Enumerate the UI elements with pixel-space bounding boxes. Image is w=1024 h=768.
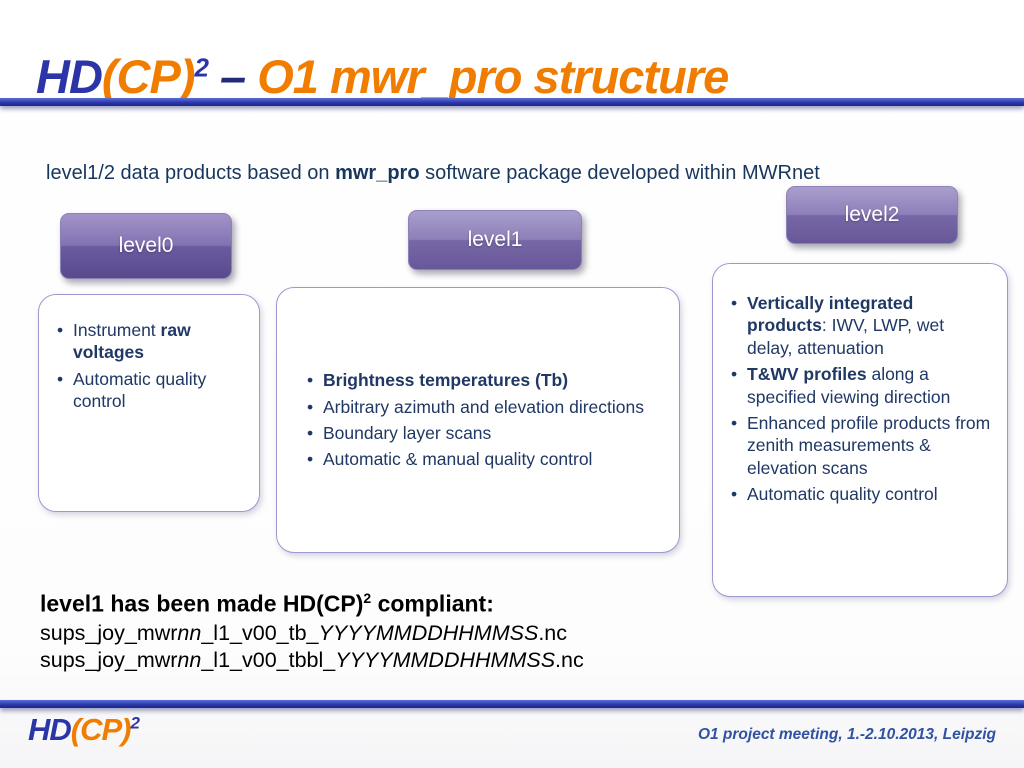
filename-italic: YYYYMMDDHHMMSS bbox=[335, 647, 556, 672]
title-dash: – bbox=[207, 50, 258, 104]
bullet-text: Instrument bbox=[73, 320, 161, 340]
level0-header: level0 bbox=[60, 213, 232, 279]
bullet-text: along a specified viewing direction bbox=[747, 364, 951, 407]
footer-divider bbox=[0, 700, 1024, 708]
level0-bullet-list: Instrument raw voltages Automatic qualit… bbox=[53, 315, 245, 417]
level2-bullet-list: Vertically integrated products: IWV, LWP… bbox=[727, 288, 993, 510]
compliance-heading-post: compliant: bbox=[371, 590, 494, 617]
compliance-superscript: 2 bbox=[363, 590, 372, 606]
bullet-text: : IWV, LWP, wet delay, attenuation bbox=[747, 315, 945, 358]
filename-italic: nn bbox=[177, 620, 202, 645]
level2-content-box: Vertically integrated products: IWV, LWP… bbox=[712, 263, 1008, 597]
page-title: HD(CP)2 – O1 mwr_pro structure bbox=[36, 49, 729, 104]
subtitle-bold: mwr_pro bbox=[335, 162, 420, 184]
bullet-text: Boundary layer scans bbox=[323, 423, 492, 443]
list-item: Enhanced profile products from zenith me… bbox=[727, 412, 993, 479]
filename-italic: nn bbox=[177, 647, 202, 672]
filename-tb: sups_joy_mwrnn_l1_v00_tb_YYYYMMDDHHMMSS.… bbox=[40, 621, 584, 646]
footer-meeting-info: O1 project meeting, 1.-2.10.2013, Leipzi… bbox=[697, 726, 996, 743]
title-divider bbox=[0, 98, 1024, 106]
title-superscript: 2 bbox=[194, 52, 209, 83]
bullet-text: Arbitrary azimuth and elevation directio… bbox=[323, 396, 644, 417]
list-item: Brightness temperatures (Tb) bbox=[303, 369, 659, 392]
title-text: O1 mwr_pro structure bbox=[257, 50, 729, 104]
bullet-text-bold: T&WV profiles bbox=[747, 364, 867, 385]
list-item: Vertically integrated products: IWV, LWP… bbox=[727, 292, 993, 359]
list-item: Arbitrary azimuth and elevation directio… bbox=[303, 396, 659, 419]
subtitle-pre: level1/2 data products based on bbox=[46, 162, 336, 184]
level1-content-box: Brightness temperatures (Tb) Arbitrary a… bbox=[276, 287, 680, 553]
bullet-text: Automatic quality control bbox=[73, 368, 207, 412]
list-item: Instrument raw voltages bbox=[53, 319, 245, 364]
level0-content-box: Instrument raw voltages Automatic qualit… bbox=[38, 294, 260, 512]
filename-tbbl: sups_joy_mwrnn_l1_v00_tbbl_YYYYMMDDHHMMS… bbox=[40, 648, 584, 673]
level2-label: level2 bbox=[844, 203, 900, 226]
filename-italic: YYYYMMDDHHMMSS bbox=[318, 620, 539, 645]
filename-part: .nc bbox=[538, 620, 567, 645]
list-item: Automatic quality control bbox=[727, 483, 993, 506]
bullet-text-bold: Vertically integrated products bbox=[747, 293, 914, 336]
level0-label: level0 bbox=[118, 234, 174, 257]
logo-superscript: 2 bbox=[130, 713, 141, 733]
level1-bullet-list: Brightness temperatures (Tb) Arbitrary a… bbox=[303, 365, 659, 475]
compliance-heading: level1 has been made HD(CP)2 compliant: bbox=[40, 590, 584, 618]
title-hd: HD bbox=[36, 50, 103, 104]
filename-part: _l1_v00_tb_ bbox=[201, 620, 319, 645]
list-item: Automatic & manual quality control bbox=[303, 448, 659, 471]
list-item: Boundary layer scans bbox=[303, 422, 659, 445]
subtitle: level1/2 data products based on mwr_pro … bbox=[46, 162, 820, 185]
compliance-heading-pre: level1 has been made HD(CP) bbox=[40, 590, 364, 617]
list-item: T&WV profiles along a specified viewing … bbox=[727, 363, 993, 408]
hdcp-logo: HD(CP)2 bbox=[28, 712, 141, 748]
filename-part: sups_joy_mwr bbox=[40, 620, 178, 645]
level1-label: level1 bbox=[467, 228, 523, 251]
level1-header: level1 bbox=[408, 210, 582, 270]
filename-part: sups_joy_mwr bbox=[40, 647, 178, 672]
subtitle-post: software package developed within MWRnet bbox=[419, 162, 820, 184]
bullet-text: Enhanced profile products from zenith me… bbox=[747, 412, 991, 478]
bullet-text-bold: Brightness temperatures (Tb) bbox=[323, 370, 569, 391]
level2-header: level2 bbox=[786, 186, 958, 244]
list-item: Automatic quality control bbox=[53, 368, 245, 413]
bullet-text-bold: raw voltages bbox=[73, 320, 191, 363]
title-cp: (CP) bbox=[101, 50, 196, 104]
filename-part: .nc bbox=[555, 647, 584, 672]
filename-part: _l1_v00_tbbl_ bbox=[201, 647, 336, 672]
bullet-text: Automatic & manual quality control bbox=[323, 449, 593, 470]
logo-hd: HD bbox=[28, 712, 72, 747]
compliance-note: level1 has been made HD(CP)2 compliant: … bbox=[40, 590, 584, 675]
logo-cp: (CP) bbox=[70, 712, 132, 747]
bullet-text: Automatic quality control bbox=[747, 484, 938, 505]
